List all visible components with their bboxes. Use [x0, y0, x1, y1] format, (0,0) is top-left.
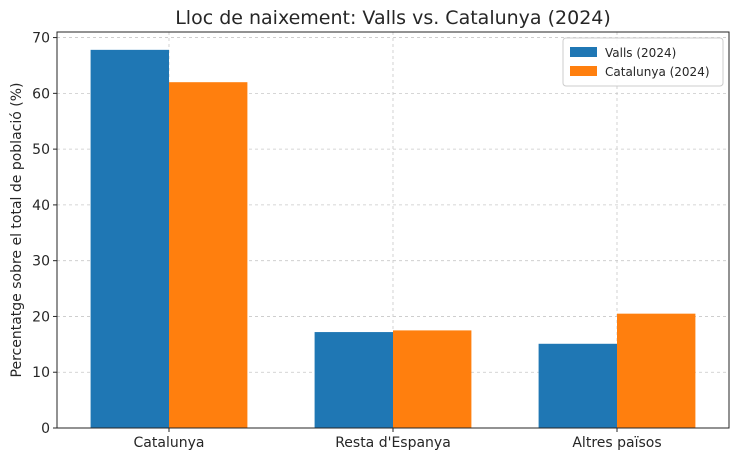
y-tick-label: 60 — [32, 86, 50, 102]
y-tick-label: 40 — [32, 198, 50, 214]
bars — [90, 49, 696, 429]
bar-valls-2 — [538, 343, 617, 428]
bar-valls-1 — [314, 332, 393, 428]
legend-box — [562, 37, 724, 87]
y-axis-label: Percentatge sobre el total de població (… — [9, 83, 25, 378]
bar-catalunya-0 — [169, 82, 248, 429]
legend-swatch — [570, 47, 597, 57]
y-tick-label: 0 — [41, 421, 50, 437]
y-tick-label: 30 — [32, 254, 50, 270]
legend: Valls (2024) Catalunya (2024) — [562, 37, 724, 87]
legend-swatch — [570, 66, 597, 76]
x-tick-label: Catalunya — [134, 435, 205, 451]
y-tick-label: 10 — [32, 365, 50, 381]
bar-catalunya-2 — [617, 313, 696, 428]
y-tick-label: 70 — [32, 31, 50, 47]
ticks: 0 10 20 30 40 50 60 70 Catalunya Resta d'Espanya A… — [32, 31, 661, 451]
bar-valls-0 — [90, 49, 169, 428]
legend-label: Catalunya (2024) — [605, 65, 710, 79]
bar-catalunya-1 — [393, 330, 472, 428]
y-tick-label: 20 — [32, 309, 50, 325]
x-tick-label: Altres països — [572, 435, 661, 451]
chart-title: Lloc de naixement: Valls vs. Catalunya (… — [175, 7, 611, 29]
legend-label: Valls (2024) — [605, 46, 676, 60]
y-tick-label: 50 — [32, 142, 50, 158]
x-tick-label: Resta d'Espanya — [335, 435, 451, 451]
